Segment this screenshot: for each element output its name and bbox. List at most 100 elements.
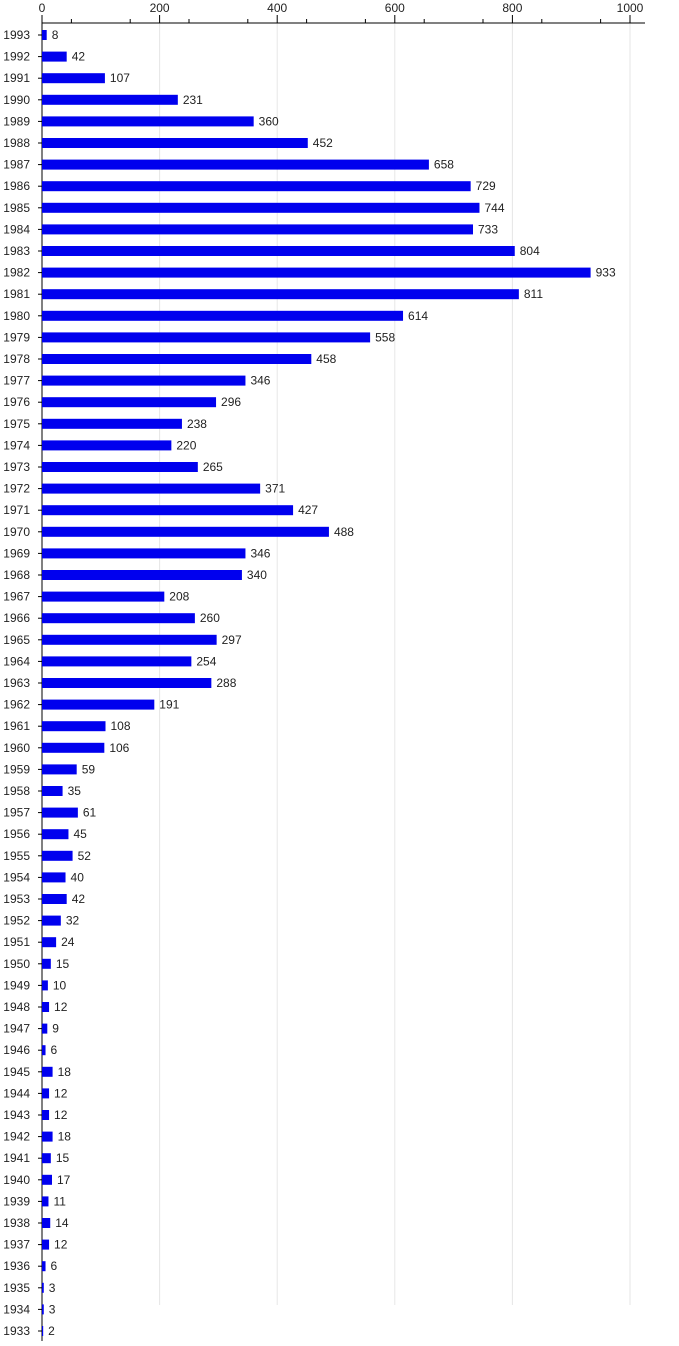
category-label: 1992 bbox=[3, 50, 30, 64]
bar bbox=[42, 980, 48, 991]
category-label: 1943 bbox=[3, 1108, 30, 1122]
data-label: 340 bbox=[247, 568, 267, 582]
data-label: 106 bbox=[109, 741, 129, 755]
bar bbox=[42, 1153, 51, 1164]
x-tick-label: 600 bbox=[385, 1, 405, 15]
category-label: 1975 bbox=[3, 417, 30, 431]
category-label: 1968 bbox=[3, 568, 30, 582]
bar bbox=[42, 181, 471, 192]
data-label: 346 bbox=[250, 546, 270, 560]
bar bbox=[42, 462, 198, 472]
category-label: 1989 bbox=[3, 114, 30, 128]
data-label: 3 bbox=[49, 1302, 56, 1316]
category-label: 1976 bbox=[3, 395, 30, 409]
data-label: 12 bbox=[54, 1086, 68, 1100]
bar bbox=[42, 354, 312, 364]
data-label: 108 bbox=[111, 719, 131, 733]
bar bbox=[42, 73, 105, 84]
category-label: 1971 bbox=[3, 503, 30, 517]
category-label: 1969 bbox=[3, 546, 30, 560]
category-label: 1981 bbox=[3, 287, 30, 301]
bar bbox=[42, 742, 105, 753]
category-label: 1942 bbox=[3, 1130, 30, 1144]
category-label: 1958 bbox=[3, 784, 30, 798]
category-label: 1956 bbox=[3, 827, 30, 841]
category-label: 1937 bbox=[3, 1238, 30, 1252]
bar bbox=[42, 138, 308, 148]
category-label: 1936 bbox=[3, 1259, 30, 1273]
category-label: 1947 bbox=[3, 1022, 30, 1036]
category-label: 1962 bbox=[3, 698, 30, 712]
data-label: 733 bbox=[478, 222, 498, 236]
category-label: 1950 bbox=[3, 957, 30, 971]
category-label: 1986 bbox=[3, 179, 30, 193]
bar bbox=[42, 937, 57, 948]
category-label: 1953 bbox=[3, 892, 30, 906]
bar bbox=[42, 807, 78, 818]
bar bbox=[42, 397, 217, 408]
bar bbox=[42, 1174, 52, 1185]
category-label: 1951 bbox=[3, 935, 30, 949]
bar bbox=[42, 1110, 50, 1120]
data-label: 14 bbox=[55, 1216, 69, 1230]
category-label: 1952 bbox=[3, 914, 30, 928]
data-label: 15 bbox=[56, 957, 70, 971]
data-label: 42 bbox=[72, 50, 86, 64]
data-label: 427 bbox=[298, 503, 318, 517]
bar bbox=[42, 1066, 53, 1077]
data-label: 231 bbox=[183, 93, 203, 107]
data-label: 744 bbox=[484, 201, 504, 215]
bar bbox=[42, 829, 69, 840]
data-label: 811 bbox=[524, 287, 543, 301]
category-label: 1955 bbox=[3, 849, 30, 863]
bar bbox=[42, 289, 519, 300]
data-label: 238 bbox=[187, 417, 207, 431]
category-label: 1983 bbox=[3, 244, 30, 258]
bar bbox=[42, 246, 515, 256]
category-label: 1959 bbox=[3, 762, 30, 776]
x-tick-label: 200 bbox=[150, 1, 170, 15]
data-label: 297 bbox=[222, 633, 242, 647]
bar bbox=[42, 116, 254, 127]
category-label: 1988 bbox=[3, 136, 30, 150]
data-label: 614 bbox=[408, 309, 428, 323]
data-label: 220 bbox=[176, 438, 196, 452]
category-label: 1979 bbox=[3, 330, 30, 344]
bar bbox=[42, 1239, 50, 1250]
data-label: 2 bbox=[48, 1324, 55, 1338]
category-label: 1946 bbox=[3, 1043, 30, 1057]
data-label: 9 bbox=[52, 1022, 59, 1036]
data-label: 11 bbox=[53, 1194, 66, 1208]
bar bbox=[42, 591, 165, 602]
bar bbox=[42, 721, 106, 732]
bar bbox=[42, 1088, 50, 1099]
category-label: 1977 bbox=[3, 374, 30, 388]
bar bbox=[42, 656, 192, 667]
category-label: 1934 bbox=[3, 1302, 30, 1316]
bar bbox=[42, 267, 591, 278]
category-label: 1964 bbox=[3, 654, 30, 668]
data-label: 254 bbox=[196, 654, 216, 668]
bar bbox=[42, 51, 67, 62]
x-tick-label: 0 bbox=[39, 1, 46, 15]
category-label: 1944 bbox=[3, 1086, 30, 1100]
data-label: 107 bbox=[110, 71, 130, 85]
category-label: 1938 bbox=[3, 1216, 30, 1230]
bar bbox=[42, 958, 51, 969]
data-label: 59 bbox=[82, 762, 96, 776]
category-label: 1940 bbox=[3, 1173, 30, 1187]
category-label: 1948 bbox=[3, 1000, 30, 1014]
data-label: 729 bbox=[476, 179, 496, 193]
data-label: 191 bbox=[159, 698, 179, 712]
data-label: 458 bbox=[316, 352, 336, 366]
data-label: 8 bbox=[52, 28, 59, 42]
data-label: 265 bbox=[203, 460, 223, 474]
bar bbox=[42, 483, 261, 494]
x-tick-label: 800 bbox=[502, 1, 522, 15]
data-label: 32 bbox=[66, 914, 80, 928]
bar bbox=[42, 375, 246, 386]
category-label: 1949 bbox=[3, 978, 30, 992]
data-label: 18 bbox=[58, 1130, 72, 1144]
data-label: 260 bbox=[200, 611, 220, 625]
